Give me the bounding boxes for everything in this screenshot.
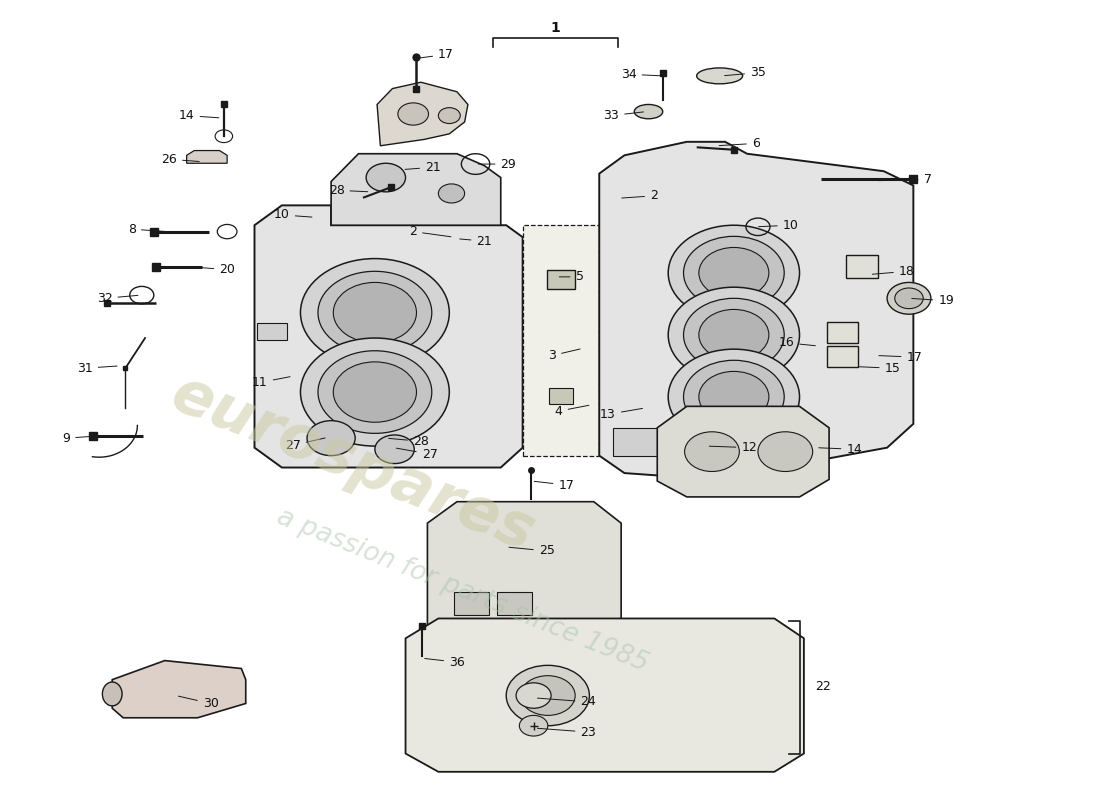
Bar <box>453 592 488 614</box>
Text: 30: 30 <box>178 696 219 710</box>
Text: 1: 1 <box>551 21 560 35</box>
Polygon shape <box>254 206 522 467</box>
Text: 25: 25 <box>509 545 554 558</box>
Text: eurospares: eurospares <box>163 364 543 563</box>
Text: 10: 10 <box>759 218 799 232</box>
Text: 14: 14 <box>818 442 862 456</box>
Circle shape <box>398 103 429 125</box>
Text: 31: 31 <box>77 362 117 374</box>
Text: 9: 9 <box>63 432 99 445</box>
Circle shape <box>439 108 460 123</box>
Circle shape <box>683 236 784 310</box>
Text: 13: 13 <box>601 408 642 421</box>
Circle shape <box>894 288 923 309</box>
Text: 8: 8 <box>128 222 164 236</box>
Bar <box>846 255 878 278</box>
Bar <box>827 346 858 366</box>
Polygon shape <box>600 142 913 479</box>
Ellipse shape <box>696 68 742 84</box>
Text: 24: 24 <box>538 695 596 708</box>
Text: 33: 33 <box>604 109 644 122</box>
Circle shape <box>318 271 432 354</box>
Polygon shape <box>658 406 829 497</box>
Polygon shape <box>406 618 804 772</box>
Circle shape <box>668 226 800 321</box>
Text: 14: 14 <box>179 109 219 122</box>
Circle shape <box>683 360 784 434</box>
Circle shape <box>668 349 800 445</box>
Bar <box>497 592 532 614</box>
Text: 16: 16 <box>779 336 815 350</box>
Text: 21: 21 <box>460 234 492 248</box>
Bar <box>547 270 575 289</box>
Circle shape <box>887 282 931 314</box>
Text: 15: 15 <box>859 362 901 374</box>
Text: 10: 10 <box>274 208 312 222</box>
Text: 29: 29 <box>478 158 516 170</box>
Circle shape <box>520 676 575 715</box>
Text: 28: 28 <box>388 435 429 448</box>
Text: 23: 23 <box>538 726 596 738</box>
Text: 3: 3 <box>548 349 580 362</box>
Text: 34: 34 <box>620 68 660 81</box>
Text: 22: 22 <box>815 679 830 693</box>
Text: 11: 11 <box>252 376 290 389</box>
Text: 27: 27 <box>396 447 438 461</box>
Text: 17: 17 <box>419 48 454 61</box>
Text: 12: 12 <box>710 441 757 454</box>
Circle shape <box>439 184 464 203</box>
Circle shape <box>366 163 406 192</box>
Polygon shape <box>112 661 245 718</box>
Bar <box>614 428 684 456</box>
Circle shape <box>683 298 784 371</box>
Text: 27: 27 <box>285 438 326 452</box>
Ellipse shape <box>102 682 122 706</box>
Circle shape <box>698 371 769 422</box>
Circle shape <box>516 683 551 708</box>
Text: 19: 19 <box>912 294 954 307</box>
Text: 18: 18 <box>872 265 915 278</box>
Text: 6: 6 <box>719 137 760 150</box>
Ellipse shape <box>635 105 662 118</box>
Circle shape <box>519 715 548 736</box>
Text: 20: 20 <box>200 263 235 276</box>
Polygon shape <box>522 226 600 456</box>
Text: 17: 17 <box>879 350 923 363</box>
Text: 2: 2 <box>409 225 451 238</box>
Text: 26: 26 <box>162 153 199 166</box>
Polygon shape <box>428 502 622 645</box>
Text: 5: 5 <box>559 270 584 283</box>
Circle shape <box>300 258 449 366</box>
Bar <box>827 322 858 342</box>
Circle shape <box>698 310 769 360</box>
Bar <box>549 388 573 404</box>
Circle shape <box>668 287 800 382</box>
Circle shape <box>506 666 590 726</box>
Polygon shape <box>377 82 468 146</box>
Circle shape <box>333 362 417 422</box>
Bar <box>256 323 287 341</box>
Text: 4: 4 <box>554 405 588 418</box>
Text: 2: 2 <box>621 190 658 202</box>
Text: a passion for parts since 1985: a passion for parts since 1985 <box>273 504 652 678</box>
Circle shape <box>318 350 432 434</box>
Polygon shape <box>187 150 227 163</box>
Bar <box>692 444 758 467</box>
Text: 28: 28 <box>329 184 367 197</box>
Text: 21: 21 <box>405 161 441 174</box>
Circle shape <box>375 435 415 463</box>
Text: 32: 32 <box>97 292 138 305</box>
Circle shape <box>684 432 739 471</box>
Circle shape <box>333 282 417 342</box>
Text: 35: 35 <box>725 66 766 79</box>
Circle shape <box>307 421 355 456</box>
Text: 17: 17 <box>535 478 574 491</box>
Text: 36: 36 <box>425 656 465 669</box>
Circle shape <box>758 432 813 471</box>
Polygon shape <box>331 154 500 226</box>
Circle shape <box>698 247 769 298</box>
Text: 7: 7 <box>879 173 932 186</box>
Circle shape <box>300 338 449 446</box>
